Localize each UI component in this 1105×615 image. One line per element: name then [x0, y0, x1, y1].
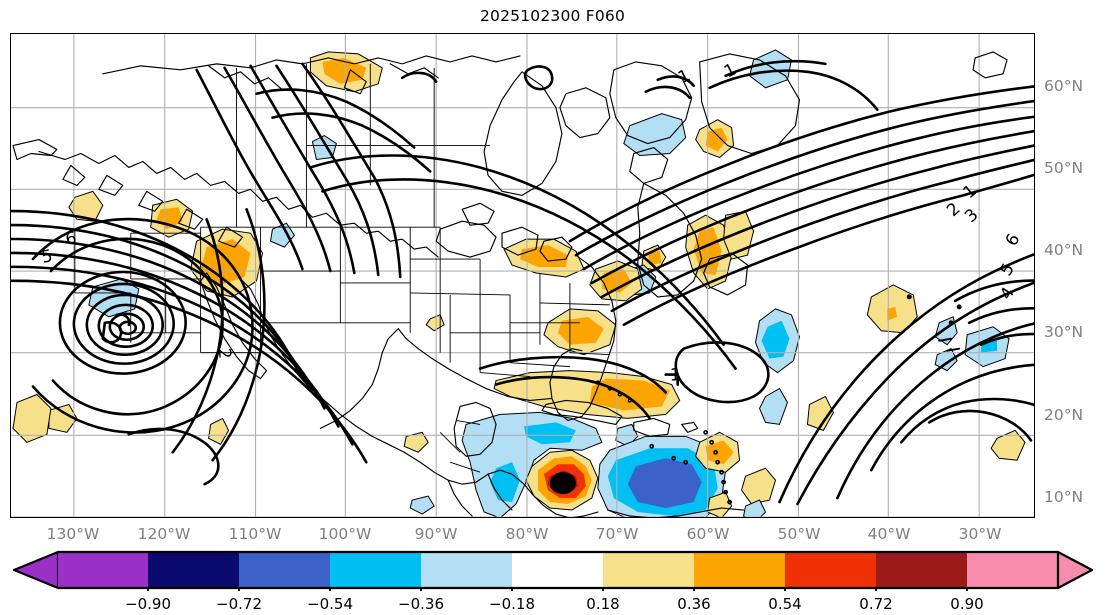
colorbar-tick-label-4: −0.18: [489, 595, 535, 613]
xtick-label-50w: 50°W: [777, 525, 821, 543]
coastlines-layer: [12, 51, 1008, 517]
ytick-label-40n: 40°N: [1044, 241, 1084, 259]
colorbar-tick-label-0: −0.90: [125, 595, 171, 613]
xtick-label-40w: 40°W: [867, 525, 911, 543]
map-plot-area: 6 5 2 1 1 1 1 2 3 6 5 4: [10, 33, 1035, 518]
colorbar-tick-label-5: 0.18: [586, 595, 620, 613]
xtick-label-70w: 70°W: [595, 525, 639, 543]
page-title: 2025102300 F060: [479, 7, 626, 25]
svg-text:5: 5: [40, 245, 55, 267]
map-canvas: 6 5 2 1 1 1 1 2 3 6 5 4: [11, 34, 1034, 517]
filled-anomaly-layer: [12, 49, 1026, 517]
svg-text:2: 2: [215, 347, 236, 359]
svg-text:6: 6: [1001, 230, 1024, 249]
colorbar-tick-label-1: −0.72: [216, 595, 262, 613]
svg-text:1: 1: [670, 365, 681, 385]
xtick-label-80w: 80°W: [505, 525, 549, 543]
ytick-label-60n: 60°N: [1044, 77, 1084, 95]
xtick-label-30w: 30°W: [958, 525, 1002, 543]
ytick-label-10n: 10°N: [1044, 488, 1084, 506]
ytick-label-20n: 20°N: [1044, 406, 1084, 424]
xtick-label-90w: 90°W: [414, 525, 458, 543]
xtick-label-130w: 130°W: [46, 525, 100, 543]
colorbar: −0.90 −0.72 −0.54 −0.36 −0.18 0.18 0.36 …: [0, 549, 1105, 615]
colorbar-tick-label-9: 0.90: [950, 595, 984, 613]
xtick-label-100w: 100°W: [318, 525, 372, 543]
colorbar-tick-label-8: 0.72: [859, 595, 893, 613]
colorbar-tick-label-2: −0.54: [307, 595, 353, 613]
colorbar-tick-label-6: 0.36: [677, 595, 711, 613]
colorbar-tick-label-3: −0.36: [398, 595, 444, 613]
svg-text:6: 6: [64, 227, 79, 249]
svg-text:4: 4: [995, 283, 1018, 303]
xtick-label-110w: 110°W: [228, 525, 282, 543]
ytick-label-50n: 50°N: [1044, 159, 1084, 177]
ytick-label-30n: 30°N: [1044, 323, 1084, 341]
xtick-label-120w: 120°W: [137, 525, 191, 543]
contour-lines-layer: [11, 59, 1034, 506]
xtick-label-60w: 60°W: [686, 525, 730, 543]
svg-text:2: 2: [942, 198, 963, 220]
map-gridlines: [11, 34, 1034, 517]
colorbar-swatches: [12, 550, 1094, 591]
colorbar-tick-label-7: 0.54: [768, 595, 802, 613]
svg-text:1: 1: [675, 65, 693, 88]
